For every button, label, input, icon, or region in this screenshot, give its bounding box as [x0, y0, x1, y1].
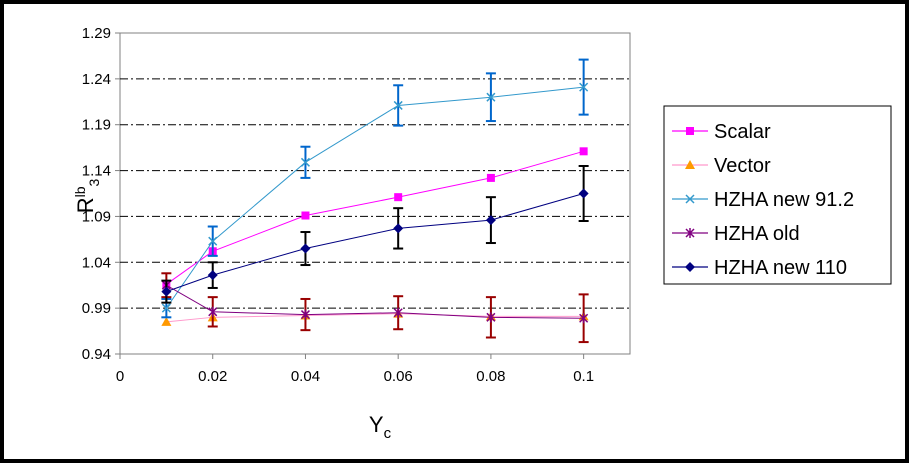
data-point [300, 243, 311, 254]
legend-marker [685, 228, 695, 238]
data-point [207, 270, 218, 281]
legend-marker [685, 262, 695, 272]
legend: Scalar Vector HZHA new 91.2 HZHA old HZHA ne… [663, 105, 892, 285]
gridlines [120, 78, 630, 309]
y-tick-label: 0.99 [82, 300, 111, 317]
data-point [579, 313, 589, 324]
data-point [161, 316, 172, 326]
legend-marker [685, 194, 695, 204]
x-axis-title: Yc [369, 412, 392, 442]
y-tick-label: 1.19 [82, 117, 111, 134]
data-point [300, 309, 310, 320]
data-point [579, 147, 588, 156]
x-tick-label: 0.04 [291, 368, 320, 385]
x-axis-ticks: 0 0.02 0.04 0.06 0.08 0.1 [116, 354, 594, 385]
legend-label: HZHA old [714, 223, 800, 245]
data-point [394, 193, 403, 202]
legend-entry: HZHA old [672, 223, 800, 245]
series-line [165, 86, 584, 309]
y-tick-label: 1.29 [82, 25, 111, 42]
data-point [486, 92, 496, 102]
y-tick-label: 1.04 [82, 254, 111, 271]
data-point [208, 306, 218, 317]
data-point [485, 215, 496, 226]
legend-label: HZHA new 110 [714, 257, 847, 279]
series-hzha-new-91-2 [161, 58, 589, 319]
x-tick-label: 0.02 [198, 368, 227, 385]
data-point [393, 307, 403, 318]
x-tick-label: 0 [116, 368, 124, 385]
y-axis-title: Rlb3 [72, 179, 102, 214]
legend-marker [686, 127, 694, 135]
legend-label: Vector [714, 155, 771, 177]
data-point [578, 188, 589, 199]
legend-entry: HZHA new 110 [672, 257, 847, 279]
series-line [166, 193, 584, 293]
series-line [166, 150, 584, 285]
y-tick-label: 1.14 [82, 163, 111, 180]
x-tick-label: 0.1 [573, 368, 594, 385]
legend-label: HZHA new 91.2 [714, 189, 854, 211]
data-point [300, 157, 310, 167]
y-axis-ticks: 0.94 0.99 1.04 1.09 1.14 1.19 1.24 1.29 [82, 25, 120, 363]
legend-marker [685, 160, 695, 169]
series-hzha-new-110 [161, 164, 589, 304]
legend-label: Scalar [714, 121, 771, 143]
legend-items: Scalar Vector HZHA new 91.2 HZHA old HZHA ne… [672, 121, 854, 279]
y-axis-title-sup: lb [72, 186, 88, 197]
y-tick-label: 1.09 [82, 208, 111, 225]
data-point [486, 173, 495, 182]
x-axis-title-main: Y [369, 412, 384, 437]
data-point [393, 223, 404, 234]
data-point [486, 312, 496, 323]
data-point [301, 211, 310, 220]
data-point [208, 236, 218, 246]
data-point [579, 82, 589, 92]
series-group [161, 58, 589, 344]
series-line [166, 284, 584, 319]
x-axis-title-sub: c [384, 425, 392, 442]
x-tick-label: 0.06 [384, 368, 413, 385]
data-point [393, 100, 403, 110]
series-line [166, 313, 584, 323]
data-point [161, 303, 171, 313]
x-tick-label: 0.08 [476, 368, 505, 385]
legend-entry: HZHA new 91.2 [672, 189, 854, 211]
legend-entry: Scalar [672, 121, 771, 143]
y-tick-label: 1.24 [82, 71, 111, 88]
y-axis-title-main: R [73, 197, 98, 213]
y-tick-label: 0.94 [82, 346, 111, 363]
plot-area [119, 32, 631, 355]
legend-entry: Vector [672, 155, 771, 177]
legend-box [663, 105, 892, 285]
y-axis-title-sub: 3 [86, 179, 102, 187]
data-point [161, 286, 172, 297]
